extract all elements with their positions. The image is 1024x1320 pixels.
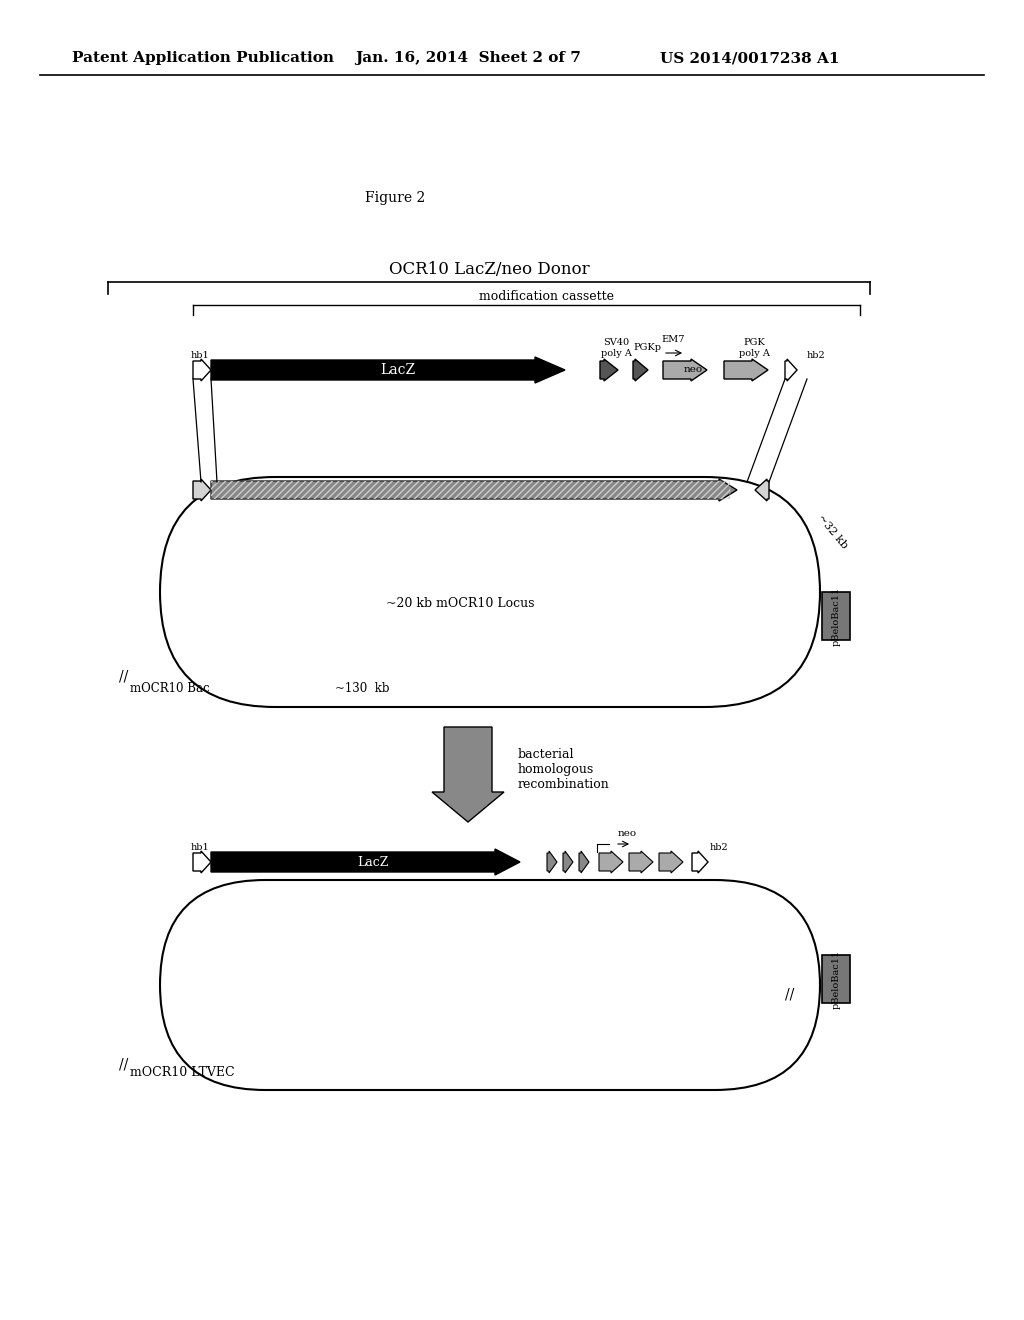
FancyArrow shape (692, 851, 708, 873)
Text: hb2: hb2 (710, 843, 729, 853)
FancyArrow shape (629, 851, 653, 873)
Text: mOCR10 Bac: mOCR10 Bac (130, 682, 210, 696)
Text: bacterial
homologous
recombination: bacterial homologous recombination (518, 748, 609, 791)
FancyArrow shape (432, 727, 504, 822)
Text: OCR10 LacZ/neo Donor: OCR10 LacZ/neo Donor (389, 261, 590, 279)
Text: Figure 2: Figure 2 (365, 191, 425, 205)
FancyArrow shape (579, 851, 589, 873)
FancyArrow shape (211, 479, 737, 502)
Text: LacZ: LacZ (357, 855, 389, 869)
Text: //: // (120, 1059, 129, 1072)
Text: ~32 kb: ~32 kb (815, 513, 849, 550)
FancyArrow shape (563, 851, 573, 873)
Text: PGKp: PGKp (633, 343, 662, 352)
Text: PGK
poly A: PGK poly A (738, 338, 769, 358)
Text: LacZ: LacZ (381, 363, 416, 378)
Text: SV40
poly A: SV40 poly A (600, 338, 632, 358)
Text: US 2014/0017238 A1: US 2014/0017238 A1 (660, 51, 840, 65)
FancyArrow shape (193, 359, 211, 381)
FancyArrow shape (211, 356, 565, 383)
FancyArrow shape (193, 851, 211, 873)
FancyArrow shape (663, 359, 707, 381)
FancyArrow shape (724, 359, 768, 381)
Bar (211, 480, 730, 499)
Text: Jan. 16, 2014  Sheet 2 of 7: Jan. 16, 2014 Sheet 2 of 7 (355, 51, 581, 65)
Bar (822, 591, 850, 640)
Text: modification cassette: modification cassette (479, 289, 614, 302)
FancyArrow shape (599, 851, 623, 873)
Text: ~20 kb mOCR10 Locus: ~20 kb mOCR10 Locus (386, 597, 535, 610)
Text: pBeloBac11: pBeloBac11 (831, 949, 841, 1008)
Text: EM7: EM7 (662, 335, 685, 345)
Text: hb1: hb1 (191, 351, 210, 360)
Text: //: // (785, 987, 795, 1002)
Text: hb2: hb2 (807, 351, 825, 360)
Text: neo: neo (617, 829, 637, 838)
Text: neo: neo (683, 366, 702, 375)
FancyArrow shape (755, 479, 769, 502)
FancyArrow shape (211, 849, 520, 875)
FancyArrow shape (600, 359, 618, 381)
FancyArrow shape (193, 479, 211, 502)
Text: pBeloBac11: pBeloBac11 (831, 586, 841, 645)
Text: //: // (120, 671, 129, 684)
FancyArrow shape (659, 851, 683, 873)
Text: Patent Application Publication: Patent Application Publication (72, 51, 334, 65)
Text: ~130  kb: ~130 kb (335, 682, 389, 696)
Text: mOCR10 LTVEC: mOCR10 LTVEC (130, 1065, 234, 1078)
FancyArrow shape (633, 359, 648, 381)
Text: hb1: hb1 (191, 843, 210, 853)
FancyArrow shape (547, 851, 557, 873)
FancyArrow shape (785, 359, 797, 381)
Bar (822, 954, 850, 1003)
